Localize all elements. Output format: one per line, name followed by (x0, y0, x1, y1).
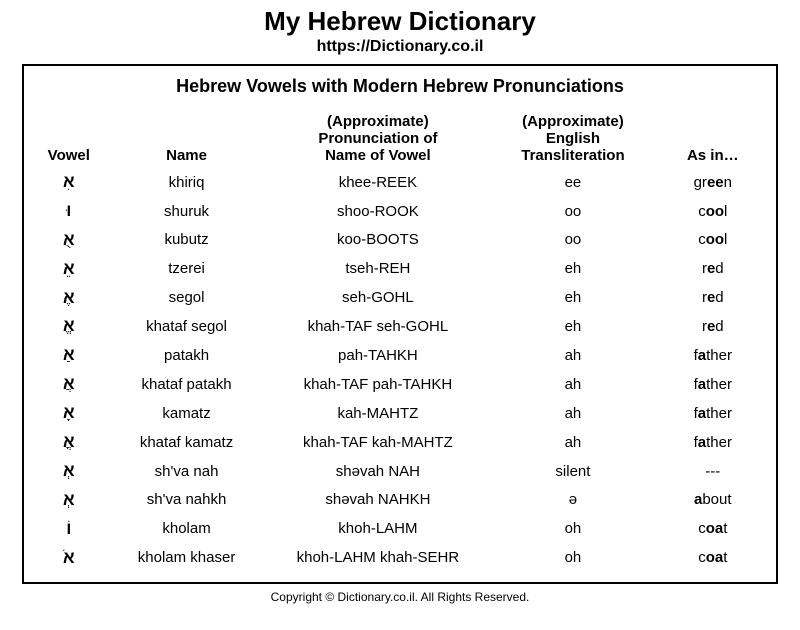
asin-cell: --- (658, 457, 768, 486)
col-header-pronunciation: (Approximate) Pronunciation of Name of V… (268, 113, 489, 168)
transliteration-cell: ah (488, 370, 657, 399)
vowels-table: Vowel Name (Approximate) Pronunciation o… (32, 113, 768, 572)
asin-cell: red (658, 284, 768, 313)
name-cell: khiriq (106, 168, 268, 197)
asin-cell: green (658, 168, 768, 197)
transliteration-cell: silent (488, 457, 657, 486)
asin-cell: father (658, 370, 768, 399)
pronunciation-cell: khah-TAF pah-TAHKH (268, 370, 489, 399)
pronunciation-cell: khee-REEK (268, 168, 489, 197)
vowel-cell: אְ (32, 457, 106, 486)
asin-cell: red (658, 312, 768, 341)
copyright-text: Copyright © Dictionary.co.il. All Rights… (0, 590, 800, 604)
table-row: אִkhiriqkhee-REEKeegreen (32, 168, 768, 197)
name-cell: khataf segol (106, 312, 268, 341)
pronunciation-cell: seh-GOHL (268, 284, 489, 313)
pronunciation-cell: pah-TAHKH (268, 341, 489, 370)
asin-cell: coat (658, 544, 768, 573)
table-row: וֹkholamkhoh-LAHMohcoat (32, 515, 768, 544)
vowel-cell: אָ (32, 399, 106, 428)
transliteration-cell: eh (488, 255, 657, 284)
vowel-cell: אֵ (32, 255, 106, 284)
transliteration-cell: eh (488, 312, 657, 341)
site-title: My Hebrew Dictionary (0, 6, 800, 37)
asin-cell: father (658, 428, 768, 457)
table-row: אְsh'va nahshəvah NAHsilent--- (32, 457, 768, 486)
vowel-cell: וֹ (32, 515, 106, 544)
col-header-vowel: Vowel (32, 113, 106, 168)
pronunciation-cell: tseh-REH (268, 255, 489, 284)
name-cell: patakh (106, 341, 268, 370)
name-cell: khataf patakh (106, 370, 268, 399)
pronunciation-cell: khah-TAF seh-GOHL (268, 312, 489, 341)
name-cell: shuruk (106, 197, 268, 226)
transliteration-cell: eh (488, 284, 657, 313)
transliteration-cell: oo (488, 197, 657, 226)
col-header-name: Name (106, 113, 268, 168)
vowel-cell: אַ (32, 341, 106, 370)
table-row: אַpatakhpah-TAHKHahfather (32, 341, 768, 370)
table-row: אֵtzereitseh-REHehred (32, 255, 768, 284)
table-title: Hebrew Vowels with Modern Hebrew Pronunc… (32, 76, 768, 97)
pronunciation-cell: khah-TAF kah-MAHTZ (268, 428, 489, 457)
name-cell: segol (106, 284, 268, 313)
pronunciation-cell: kah-MAHTZ (268, 399, 489, 428)
table-body: אִkhiriqkhee-REEKeegreenוּshurukshoo-ROO… (32, 168, 768, 572)
transliteration-cell: ah (488, 399, 657, 428)
table-row: אֹkholam khaserkhoh-LAHM khah-SEHRohcoat (32, 544, 768, 573)
vowel-cell: אִ (32, 168, 106, 197)
name-cell: kholam khaser (106, 544, 268, 573)
table-row: אֱkhataf segolkhah-TAF seh-GOHLehred (32, 312, 768, 341)
pronunciation-cell: shoo-ROOK (268, 197, 489, 226)
vowel-cell: אֶ (32, 284, 106, 313)
table-row: אְsh'va nahkhshəvah NAHKHəabout (32, 486, 768, 515)
transliteration-cell: oh (488, 544, 657, 573)
transliteration-cell: ee (488, 168, 657, 197)
pronunciation-cell: shəvah NAHKH (268, 486, 489, 515)
name-cell: kamatz (106, 399, 268, 428)
table-row: וּshurukshoo-ROOKoocool (32, 197, 768, 226)
name-cell: kubutz (106, 226, 268, 255)
transliteration-cell: oh (488, 515, 657, 544)
transliteration-cell: oo (488, 226, 657, 255)
asin-cell: cool (658, 226, 768, 255)
vowel-cell: אֲ (32, 370, 106, 399)
pronunciation-cell: koo-BOOTS (268, 226, 489, 255)
table-row: אֶsegolseh-GOHLehred (32, 284, 768, 313)
transliteration-cell: ə (488, 486, 657, 515)
name-cell: kholam (106, 515, 268, 544)
vowel-cell: אֱ (32, 312, 106, 341)
vowel-cell: אֻ (32, 226, 106, 255)
name-cell: tzerei (106, 255, 268, 284)
asin-cell: father (658, 341, 768, 370)
col-header-transliteration: (Approximate) English Transliteration (488, 113, 657, 168)
transliteration-cell: ah (488, 341, 657, 370)
asin-cell: coat (658, 515, 768, 544)
name-cell: khataf kamatz (106, 428, 268, 457)
vowel-cell: אֹ (32, 544, 106, 573)
asin-cell: red (658, 255, 768, 284)
vowel-cell: וּ (32, 197, 106, 226)
vowels-table-container: Hebrew Vowels with Modern Hebrew Pronunc… (22, 64, 778, 584)
vowel-cell: אְ (32, 486, 106, 515)
table-row: אֻkubutzkoo-BOOTSoocool (32, 226, 768, 255)
table-header-row: Vowel Name (Approximate) Pronunciation o… (32, 113, 768, 168)
asin-cell: cool (658, 197, 768, 226)
pronunciation-cell: khoh-LAHM khah-SEHR (268, 544, 489, 573)
pronunciation-cell: khoh-LAHM (268, 515, 489, 544)
site-url: https://Dictionary.co.il (0, 38, 800, 56)
pronunciation-cell: shəvah NAH (268, 457, 489, 486)
name-cell: sh'va nahkh (106, 486, 268, 515)
name-cell: sh'va nah (106, 457, 268, 486)
table-row: אָkamatzkah-MAHTZahfather (32, 399, 768, 428)
table-row: אֲkhataf patakhkhah-TAF pah-TAHKHahfathe… (32, 370, 768, 399)
col-header-asin: As in… (658, 113, 768, 168)
asin-cell: about (658, 486, 768, 515)
table-row: אֳkhataf kamatzkhah-TAF kah-MAHTZahfathe… (32, 428, 768, 457)
asin-cell: father (658, 399, 768, 428)
vowel-cell: אֳ (32, 428, 106, 457)
transliteration-cell: ah (488, 428, 657, 457)
